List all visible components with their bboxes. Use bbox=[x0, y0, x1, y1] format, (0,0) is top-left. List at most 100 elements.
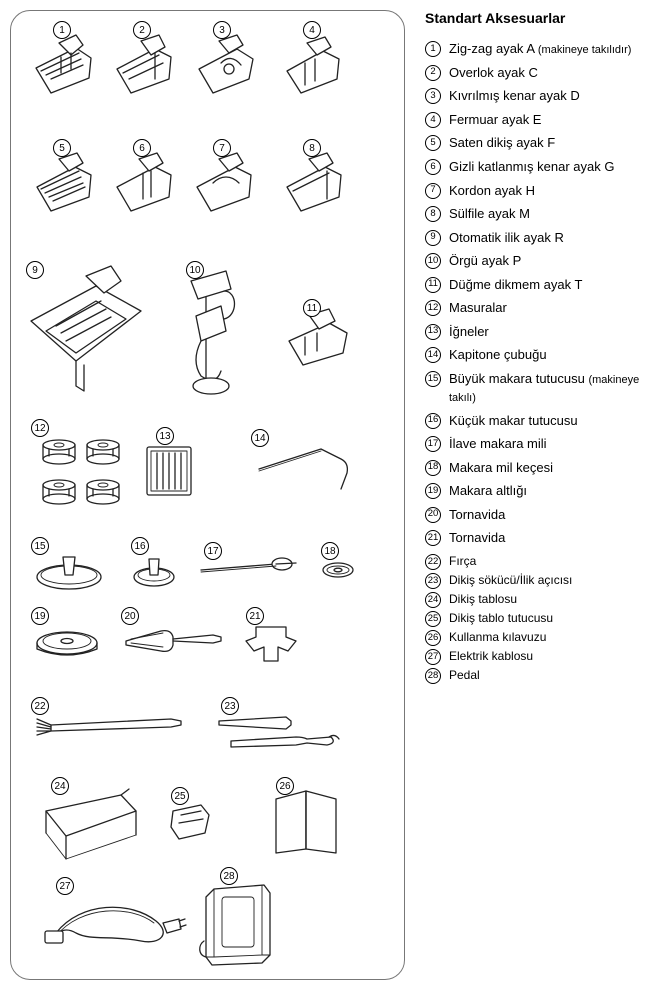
label-5: 5 bbox=[53, 139, 71, 157]
item-5: 5 bbox=[31, 141, 101, 219]
legend-number: 3 bbox=[425, 88, 441, 104]
legend-text: Otomatik ilik ayak R bbox=[449, 229, 640, 247]
legend-item: 9Otomatik ilik ayak R bbox=[425, 229, 640, 247]
legend-number: 13 bbox=[425, 324, 441, 340]
item-14: 14 bbox=[251, 431, 381, 504]
legend-item: 28Pedal bbox=[425, 667, 640, 684]
label-4: 4 bbox=[303, 21, 321, 39]
legend-subtext: (makineye takılı) bbox=[449, 374, 639, 404]
legend-panel: Standart Aksesuarlar 1Zig-zag ayak A (ma… bbox=[405, 0, 650, 992]
buttonhole-foot-icon bbox=[26, 261, 156, 401]
legend-text: Makara mil keçesi bbox=[449, 459, 640, 477]
legend-item: 1 Zig-zag ayak A (makineye takılıdır) bbox=[425, 40, 640, 58]
item-24: 24 bbox=[31, 781, 151, 874]
label-10: 10 bbox=[186, 261, 204, 279]
legend-text: İğneler bbox=[449, 323, 640, 341]
legend-item: 4 Fermuar ayak E bbox=[425, 111, 640, 129]
legend-item: 6Gizli katlanmış kenar ayak G bbox=[425, 158, 640, 176]
label-13: 13 bbox=[156, 427, 174, 445]
table-holder-icon bbox=[161, 791, 221, 846]
legend-text: Makara altlığı bbox=[449, 482, 640, 500]
legend-item: 13 İğneler bbox=[425, 323, 640, 341]
legend-text: Sülfile ayak M bbox=[449, 205, 640, 223]
item-11: 11 bbox=[281, 301, 361, 374]
label-12: 12 bbox=[31, 419, 49, 437]
legend-list: 1Zig-zag ayak A (makineye takılıdır)2Ove… bbox=[425, 40, 640, 684]
legend-text: Fermuar ayak E bbox=[449, 111, 640, 129]
button-foot-icon bbox=[281, 301, 361, 371]
item-16: 16 bbox=[126, 541, 186, 599]
label-18: 18 bbox=[321, 542, 339, 560]
item-22: 22 bbox=[31, 701, 191, 749]
label-6: 6 bbox=[133, 139, 151, 157]
label-26: 26 bbox=[276, 777, 294, 795]
label-15: 15 bbox=[31, 537, 49, 555]
label-16: 16 bbox=[131, 537, 149, 555]
item-9: 9 bbox=[26, 261, 156, 404]
legend-number: 4 bbox=[425, 112, 441, 128]
legend-number: 24 bbox=[425, 592, 441, 608]
legend-number: 16 bbox=[425, 413, 441, 429]
item-26: 26 bbox=[261, 781, 351, 864]
legend-item: 10Örgü ayak P bbox=[425, 252, 640, 270]
legend-number: 17 bbox=[425, 436, 441, 452]
label-27: 27 bbox=[56, 877, 74, 895]
legend-text: Saten dikiş ayak F bbox=[449, 134, 640, 152]
legend-number: 7 bbox=[425, 183, 441, 199]
foot-pedal-icon bbox=[196, 871, 286, 971]
label-22: 22 bbox=[31, 697, 49, 715]
legend-item: 21Tornavida bbox=[425, 529, 640, 547]
label-17: 17 bbox=[204, 542, 222, 560]
legend-text: Dikiş tablosu bbox=[449, 591, 640, 607]
legend-number: 15 bbox=[425, 371, 441, 387]
accessories-diagram: 1 2 3 bbox=[10, 10, 405, 980]
legend-item: 26 Kullanma kılavuzu bbox=[425, 629, 640, 646]
label-20: 20 bbox=[121, 607, 139, 625]
quilting-bar-icon bbox=[251, 431, 381, 501]
legend-item: 17İlave makara mili bbox=[425, 435, 640, 453]
legend-text: Kullanma kılavuzu bbox=[449, 629, 640, 645]
legend-item: 25Dikiş tablo tutucusu bbox=[425, 610, 640, 627]
legend-item: 22 Fırça bbox=[425, 553, 640, 570]
item-1: 1 bbox=[31, 23, 101, 101]
item-23: 23 bbox=[211, 701, 351, 759]
label-25: 25 bbox=[171, 787, 189, 805]
legend-item: 23 Dikiş sökücü/İlik açıcısı bbox=[425, 572, 640, 589]
item-10: 10 bbox=[166, 261, 266, 414]
label-2: 2 bbox=[133, 21, 151, 39]
legend-item: 19Makara altlığı bbox=[425, 482, 640, 500]
legend-text: Fırça bbox=[449, 553, 640, 569]
darning-foot-icon bbox=[166, 261, 266, 411]
legend-text: Zig-zag ayak A (makineye takılıdır) bbox=[449, 40, 640, 58]
legend-text: Kapitone çubuğu bbox=[449, 346, 640, 364]
legend-text: Kordon ayak H bbox=[449, 182, 640, 200]
legend-number: 26 bbox=[425, 630, 441, 646]
legend-item: 11Düğme dikmem ayak T bbox=[425, 276, 640, 294]
legend-text: Tornavida bbox=[449, 506, 640, 524]
legend-item: 14Kapitone çubuğu bbox=[425, 346, 640, 364]
legend-number: 5 bbox=[425, 135, 441, 151]
legend-item: 24 Dikiş tablosu bbox=[425, 591, 640, 608]
legend-text: Büyük makara tutucusu (makineye takılı) bbox=[449, 370, 640, 406]
item-8: 8 bbox=[281, 141, 351, 219]
legend-subtext: (makineye takılıdır) bbox=[538, 44, 632, 56]
page: 1 2 3 bbox=[0, 0, 650, 992]
legend-number: 23 bbox=[425, 573, 441, 589]
label-24: 24 bbox=[51, 777, 69, 795]
legend-number: 1 bbox=[425, 41, 441, 57]
label-14: 14 bbox=[251, 429, 269, 447]
item-18: 18 bbox=[316, 546, 361, 589]
label-21: 21 bbox=[246, 607, 264, 625]
legend-text: Dikiş sökücü/İlik açıcısı bbox=[449, 572, 640, 588]
legend-text: Pedal bbox=[449, 667, 640, 683]
bobbins-icon bbox=[31, 421, 131, 521]
item-7: 7 bbox=[191, 141, 261, 219]
item-27: 27 bbox=[41, 881, 191, 964]
label-11: 11 bbox=[303, 299, 321, 317]
legend-number: 22 bbox=[425, 554, 441, 570]
item-25: 25 bbox=[161, 791, 221, 849]
legend-number: 6 bbox=[425, 159, 441, 175]
legend-text: Elektrik kablosu bbox=[449, 648, 640, 664]
manual-icon bbox=[261, 781, 351, 861]
legend-text: Dikiş tablo tutucusu bbox=[449, 610, 640, 626]
